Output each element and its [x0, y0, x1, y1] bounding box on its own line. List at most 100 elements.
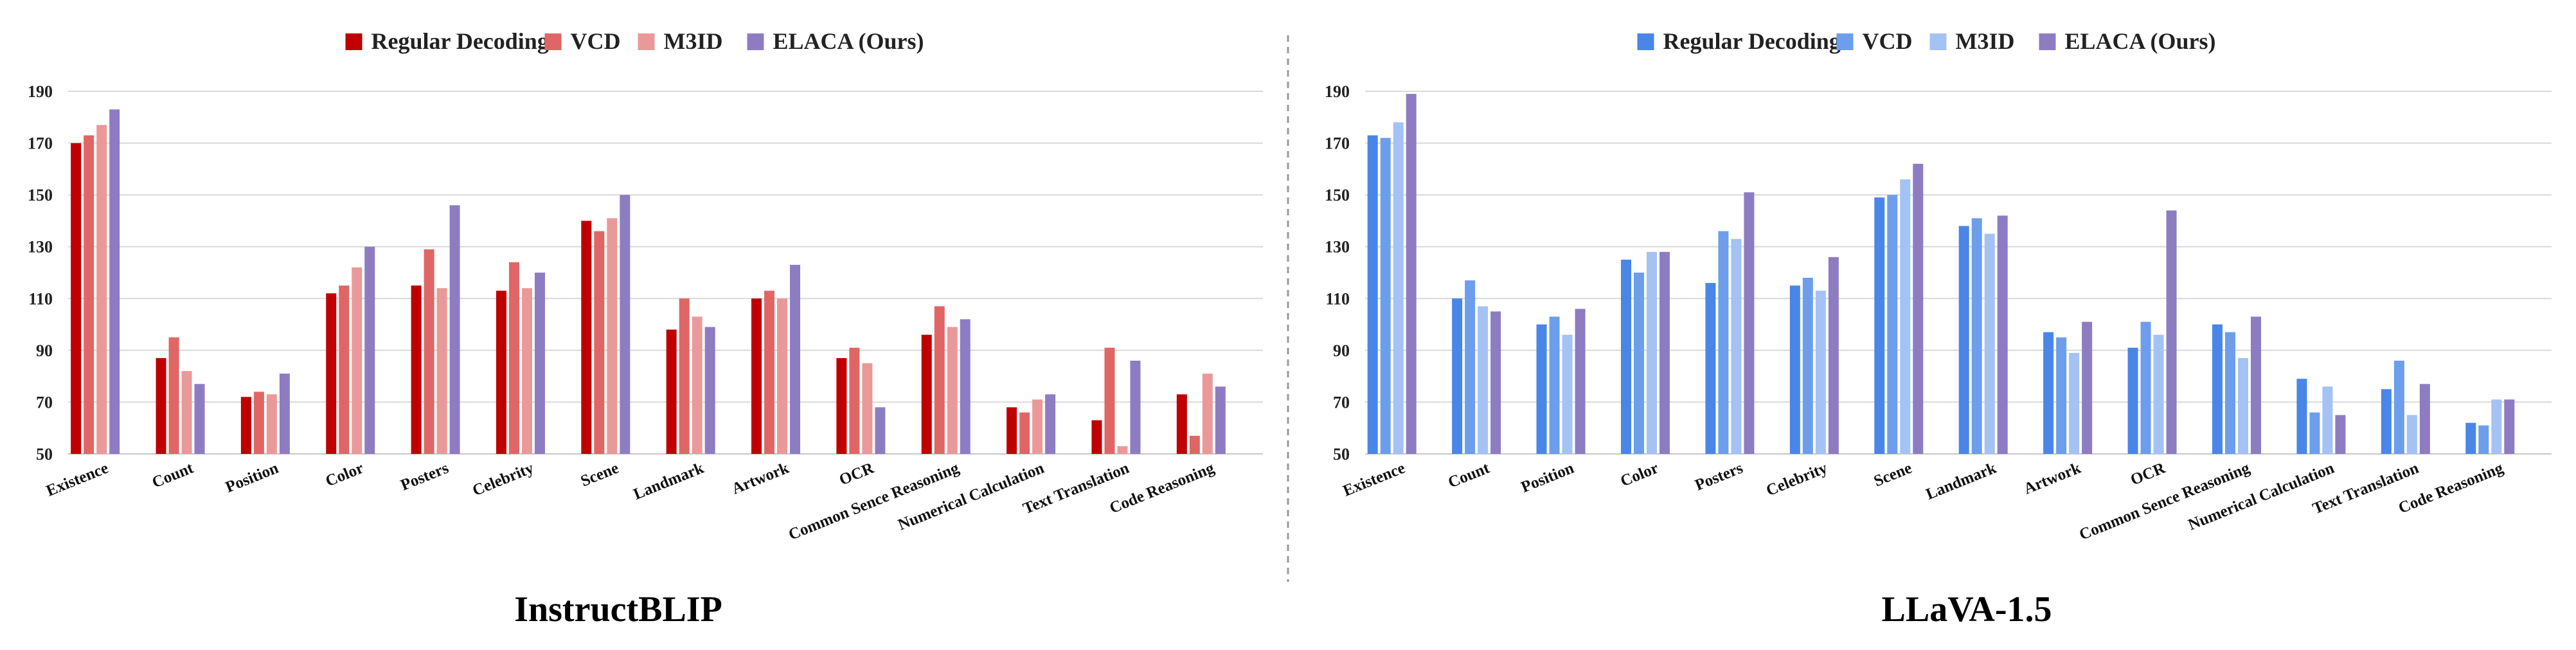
- bar: [109, 109, 120, 454]
- bar: [364, 246, 375, 454]
- bar: [1789, 285, 1800, 454]
- bar: [2381, 389, 2392, 454]
- bar: [2056, 337, 2067, 454]
- bar: [2225, 332, 2235, 454]
- y-tick-label: 70: [1333, 393, 1350, 411]
- y-tick-label: 90: [1333, 341, 1350, 360]
- bar: [266, 394, 277, 454]
- bar: [1202, 374, 1213, 454]
- bar: [1406, 94, 1417, 454]
- bar: [1006, 407, 1017, 454]
- x-category-label: Numerical Calculation: [2186, 459, 2337, 534]
- legend-swatch: [638, 33, 655, 50]
- bar: [960, 319, 970, 454]
- bar: [96, 125, 107, 454]
- chart-title: LLaVA-1.5: [1881, 590, 2052, 629]
- bar: [2153, 334, 2164, 454]
- bar: [1913, 163, 1924, 455]
- legend-swatch: [1929, 33, 1947, 50]
- legend-label: VCD: [1863, 28, 1913, 54]
- bar: [1828, 257, 1839, 454]
- bar: [1452, 298, 1463, 454]
- x-category-label: Celebrity: [1764, 459, 1830, 500]
- x-category-label: Scene: [1872, 460, 1915, 491]
- bar: [1705, 283, 1716, 454]
- legend-swatch: [1836, 33, 1854, 50]
- bar: [194, 384, 205, 454]
- bar: [1549, 316, 1560, 454]
- bar: [496, 291, 506, 454]
- x-category-label: OCR: [837, 459, 877, 489]
- bar: [1091, 420, 1102, 454]
- x-category-label: Scene: [578, 460, 622, 491]
- bar: [2069, 352, 2080, 454]
- bar: [1634, 273, 1644, 454]
- bar: [849, 347, 860, 454]
- bar: [1731, 239, 1742, 454]
- x-category-label: Artwork: [729, 459, 791, 498]
- x-category-label: Position: [223, 459, 281, 496]
- bar: [1621, 259, 1631, 454]
- bar: [71, 143, 82, 455]
- bar: [1215, 386, 1226, 454]
- legend-label: ELACA (Ours): [773, 28, 924, 54]
- bar: [2043, 332, 2054, 454]
- bar: [764, 291, 775, 454]
- y-tick-label: 130: [1325, 238, 1350, 257]
- bar: [411, 285, 422, 454]
- bar: [2335, 415, 2346, 454]
- bar: [339, 285, 350, 454]
- x-category-label: Color: [323, 460, 366, 491]
- legend-label: VCD: [571, 28, 621, 54]
- bar: [1562, 334, 1573, 454]
- y-tick-label: 190: [1325, 82, 1350, 101]
- bar: [2166, 210, 2177, 454]
- bar: [2491, 399, 2502, 454]
- bar: [1465, 280, 1476, 454]
- bar: [1478, 306, 1489, 454]
- legend-label: ELACA (Ours): [2065, 28, 2216, 54]
- bar: [1176, 394, 1187, 454]
- y-tick-label: 50: [36, 445, 53, 464]
- bar: [666, 329, 677, 454]
- y-tick-label: 110: [1325, 289, 1350, 308]
- x-category-label: Count: [1445, 459, 1492, 491]
- legend-swatch: [2039, 33, 2056, 50]
- y-tick-label: 70: [36, 393, 53, 411]
- y-tick-label: 50: [1333, 445, 1350, 464]
- bar: [2251, 316, 2261, 454]
- bar: [2309, 412, 2320, 454]
- bar: [1117, 446, 1128, 454]
- bar: [1189, 435, 1200, 454]
- legend-swatch: [747, 33, 764, 50]
- bar: [947, 327, 958, 454]
- bar: [1130, 360, 1141, 454]
- bar: [2140, 321, 2151, 454]
- bar: [1887, 195, 1898, 454]
- bar: [156, 357, 166, 454]
- x-category-label: Position: [1519, 459, 1577, 496]
- y-tick-label: 150: [1325, 186, 1350, 204]
- bar: [620, 195, 631, 454]
- x-category-label: Count: [150, 459, 197, 491]
- bar: [352, 267, 362, 454]
- bar: [1380, 138, 1391, 454]
- bar: [240, 397, 251, 454]
- bar: [326, 293, 337, 454]
- y-tick-label: 90: [36, 341, 53, 360]
- bar: [2322, 386, 2333, 454]
- bar: [1718, 231, 1729, 454]
- bar: [279, 374, 290, 454]
- legend-swatch: [1637, 33, 1654, 50]
- y-tick-label: 190: [28, 82, 53, 101]
- x-category-label: Posters: [398, 459, 451, 494]
- x-category-label: Posters: [1692, 459, 1745, 494]
- bar: [1815, 291, 1826, 454]
- legend-label: M3ID: [664, 28, 723, 54]
- bar: [2465, 422, 2476, 454]
- x-category-label: Color: [1618, 460, 1661, 491]
- bar: [1874, 197, 1885, 454]
- bar: [1744, 192, 1755, 454]
- bar: [1019, 412, 1030, 454]
